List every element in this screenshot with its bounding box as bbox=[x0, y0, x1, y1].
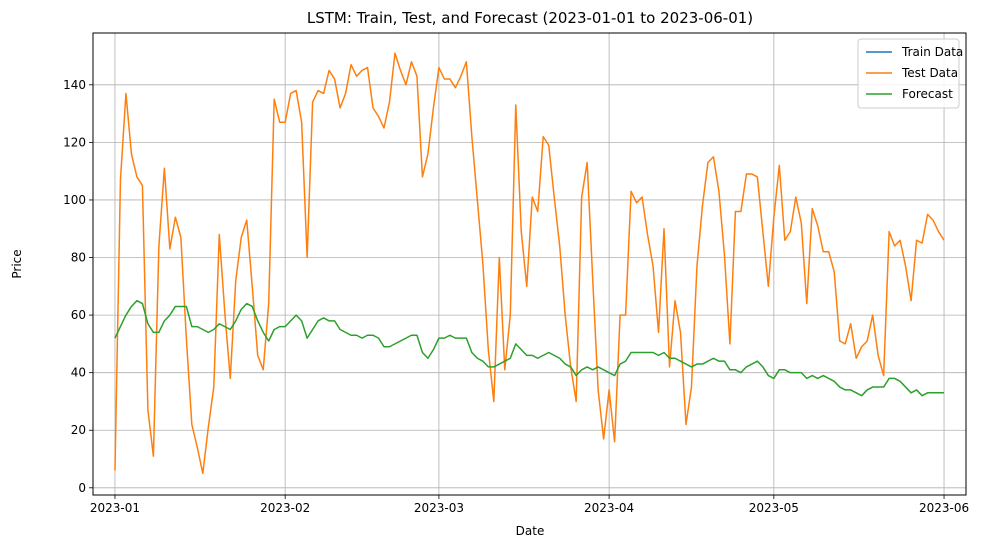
x-axis-label: Date bbox=[516, 524, 545, 538]
y-tick-label: 20 bbox=[71, 423, 86, 437]
grid bbox=[93, 33, 966, 495]
y-tick-label: 0 bbox=[78, 481, 86, 495]
test-data-line bbox=[114, 52, 945, 475]
plot-frame bbox=[92, 32, 967, 496]
legend-label-train-data: Train Data bbox=[901, 45, 963, 59]
y-tick-label: 120 bbox=[63, 135, 86, 149]
x-tick-label: 2023-05 bbox=[749, 501, 799, 515]
legend: Train Data Test Data Forecast bbox=[857, 38, 963, 109]
y-tick-label: 100 bbox=[63, 193, 86, 207]
x-tick-label: 2023-02 bbox=[260, 501, 310, 515]
legend-box bbox=[857, 38, 960, 109]
y-tick-label: 80 bbox=[71, 251, 86, 265]
chart-title: LSTM: Train, Test, and Forecast (2023-01… bbox=[307, 9, 753, 27]
x-axis: 2023-01 2023-02 2023-03 2023-04 2023-05 2023-… bbox=[90, 495, 969, 515]
x-tick-label: 2023-06 bbox=[919, 501, 969, 515]
legend-label-test-data: Test Data bbox=[901, 66, 958, 80]
forecast-line bbox=[114, 299, 945, 397]
y-axis: 0 20 40 60 80 100 120 140 bbox=[63, 78, 93, 495]
x-tick-label: 2023-01 bbox=[90, 501, 140, 515]
y-tick-label: 140 bbox=[63, 78, 86, 92]
x-tick-label: 2023-03 bbox=[414, 501, 464, 515]
series-lines bbox=[114, 52, 945, 475]
x-tick-label: 2023-04 bbox=[584, 501, 634, 515]
y-tick-label: 60 bbox=[71, 308, 86, 322]
y-tick-label: 40 bbox=[71, 366, 86, 380]
y-axis-label: Price bbox=[10, 249, 24, 278]
legend-label-forecast: Forecast bbox=[902, 87, 953, 101]
